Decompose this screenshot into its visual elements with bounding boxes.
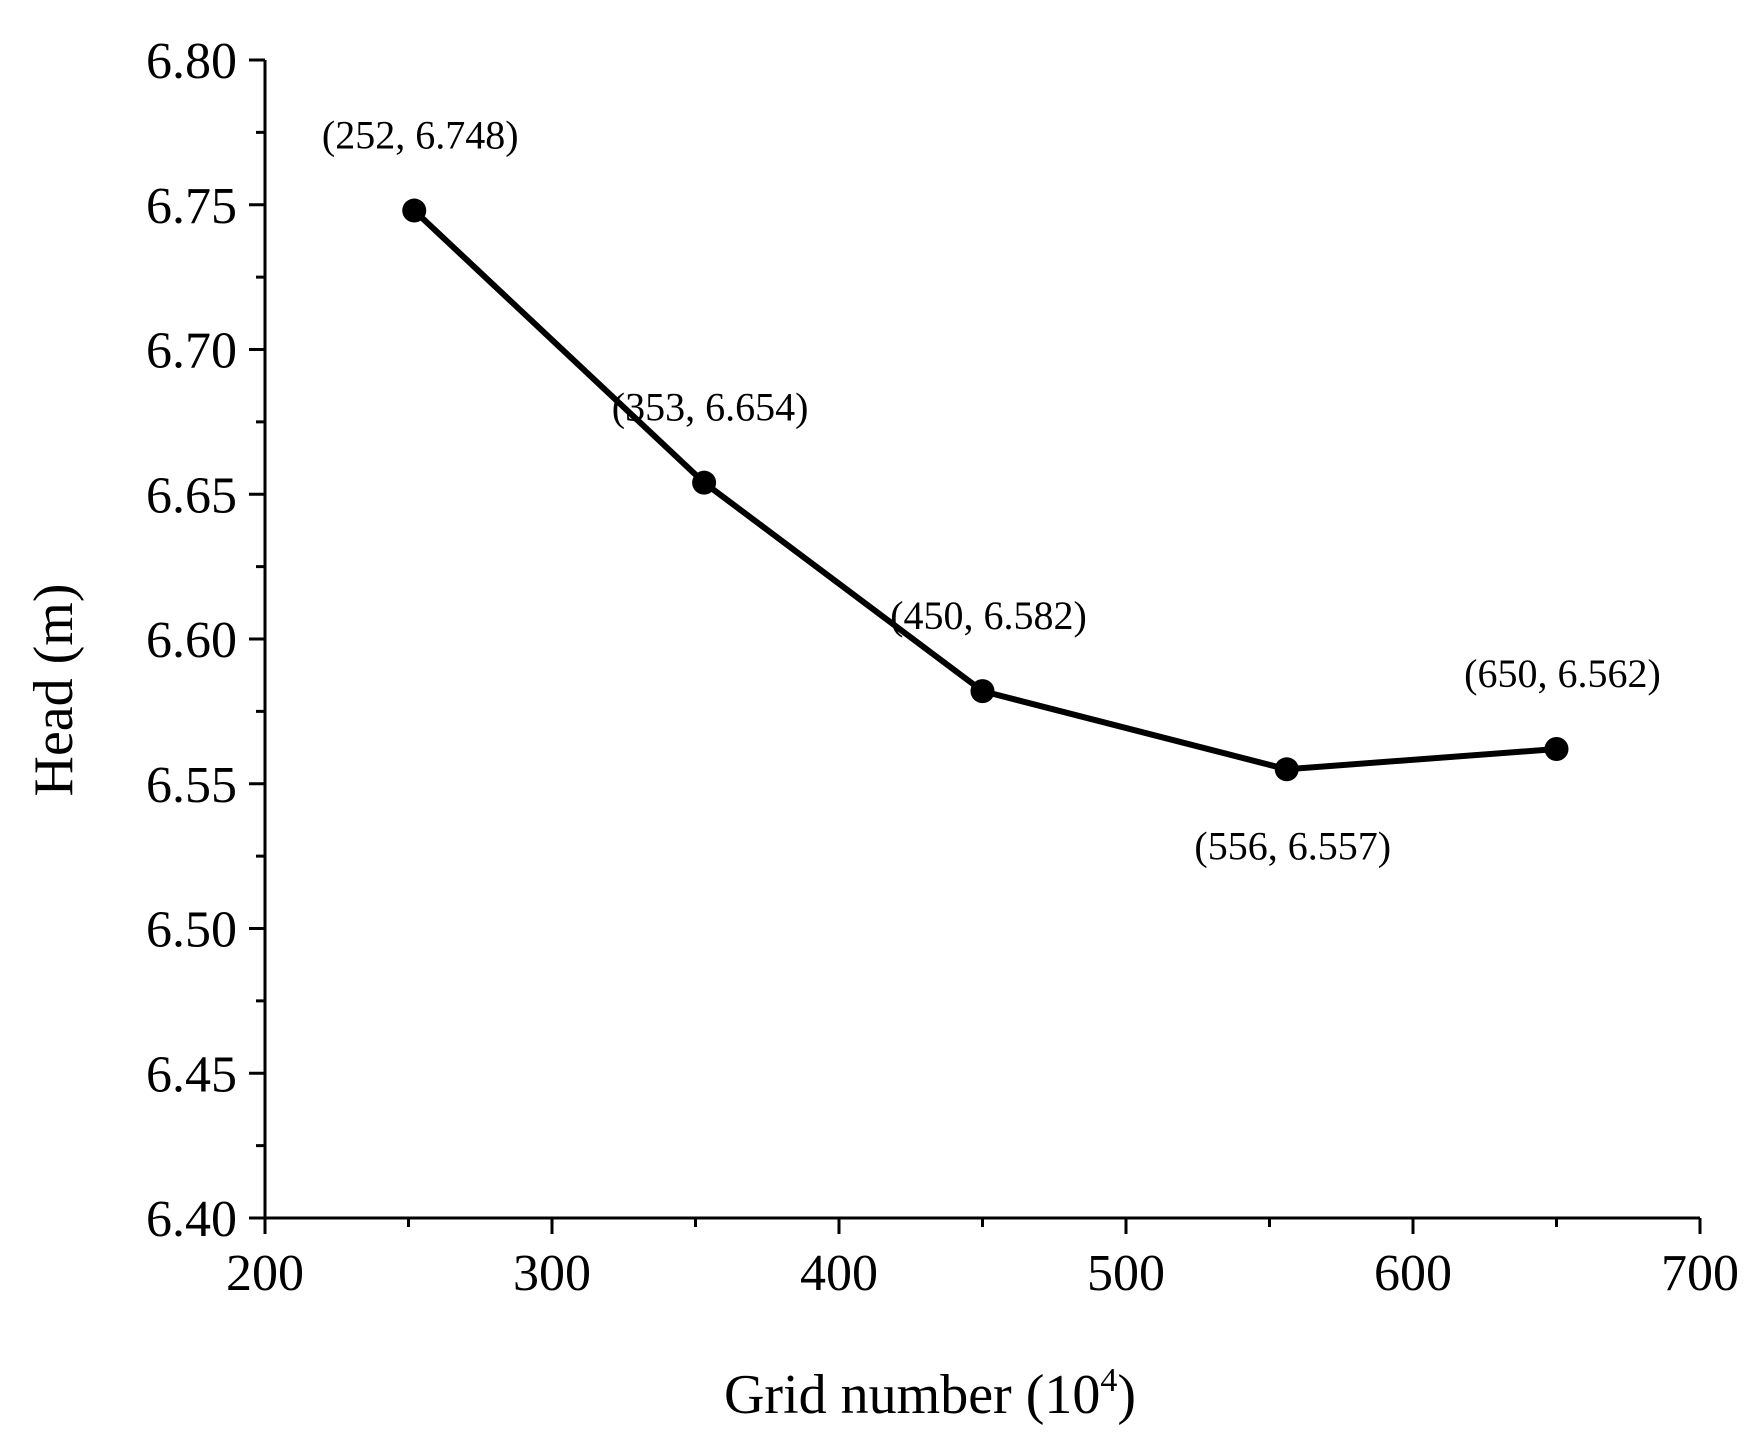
plot-area: (252, 6.748) (353, 6.654) (450, 6.582) (556… [322,113,1661,869]
data-point [1544,737,1569,762]
y-tick-label: 6.75 [146,178,237,235]
x-tick-label: 300 [513,1245,591,1302]
x-axis-title-close: ) [1117,1364,1136,1426]
y-tick-label: 6.45 [146,1046,237,1103]
x-tick-label: 600 [1374,1245,1452,1302]
x-axis: 200 300 400 500 600 700 [226,1216,1739,1302]
data-label: (650, 6.562) [1464,651,1661,696]
y-tick-label: 6.60 [146,612,237,669]
y-tick-label: 6.65 [146,467,237,524]
y-tick-label: 6.50 [146,902,237,959]
y-axis: 6.40 6.45 6.50 6.55 6.60 6.65 6.70 6.75 6.80 [146,33,267,1248]
data-label: (450, 6.582) [890,593,1087,638]
y-tick-label: 6.80 [146,33,237,90]
x-tick-label: 700 [1661,1245,1739,1302]
y-axis-title: Head (m) [23,583,85,796]
x-tick-label: 400 [800,1245,878,1302]
y-tick-label: 6.40 [146,1191,237,1248]
x-axis-title: Grid number (104) [724,1362,1136,1426]
x-tick-label: 500 [1087,1245,1165,1302]
data-label: (353, 6.654) [612,385,809,430]
x-tick-label: 200 [226,1245,304,1302]
data-label: (556, 6.557) [1194,823,1391,868]
data-label: (252, 6.748) [322,113,519,158]
y-tick-label: 6.55 [146,757,237,814]
data-point [970,679,995,704]
data-point [1274,757,1299,782]
data-point [692,470,717,495]
y-tick-label: 6.70 [146,323,237,380]
x-axis-title-superscript: 4 [1100,1362,1117,1399]
x-axis-title-main: Grid number (10 [724,1364,1100,1426]
data-point [402,198,427,223]
